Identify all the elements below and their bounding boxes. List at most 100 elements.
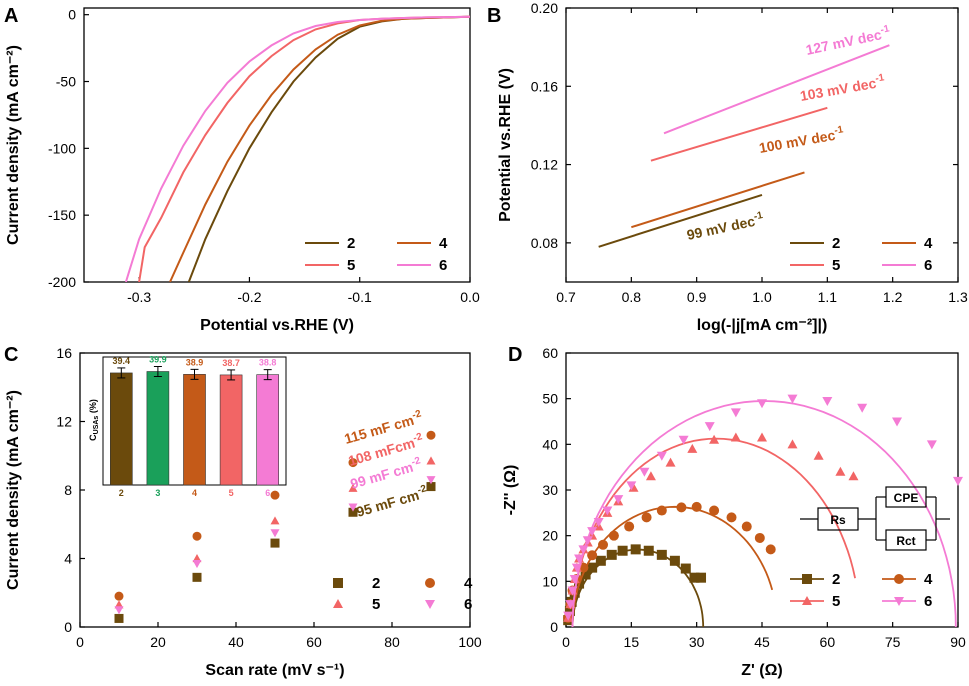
legend-label-2: 2: [832, 235, 840, 252]
data-point-2: [426, 482, 436, 492]
x-tick-label: 80: [384, 634, 400, 650]
data-point-6: [953, 476, 963, 486]
inset-category-label: 4: [192, 488, 197, 498]
data-point-2: [348, 507, 358, 517]
data-point-2: [689, 572, 700, 583]
y-tick-label: 0: [550, 619, 558, 635]
data-point-6: [569, 575, 580, 585]
x-tick-label: 1.0: [752, 289, 772, 305]
data-point-6: [822, 396, 833, 406]
y-tick-label: 4: [64, 551, 72, 567]
data-point-5: [665, 457, 676, 467]
data-point-2: [580, 569, 591, 580]
inset-y-label: CUSAs (%): [88, 399, 100, 441]
panel-C: 0 20 40 60 80 100 0 4 8 12 16 Scan rate (mV s⁻¹) Cur…: [4, 344, 482, 679]
data-point-5: [848, 471, 859, 481]
inset-bar-2: [110, 372, 133, 486]
x-tick-label: 30: [689, 634, 705, 650]
x-tick-label: 0.7: [556, 289, 576, 305]
rct-label: Rct: [896, 534, 915, 548]
legend-key-2: [333, 578, 343, 588]
data-point-6: [587, 527, 598, 537]
y-tick-label: 16: [56, 345, 72, 361]
legend: 2 4 5 6: [790, 235, 933, 274]
inset-category-label: 2: [119, 488, 124, 498]
inset-category-label: 6: [265, 488, 270, 498]
plot-frame: [83, 7, 471, 283]
data-point-6: [574, 554, 585, 564]
y-tick-label: 20: [542, 528, 558, 544]
x-tick-label: 1.1: [818, 289, 838, 305]
data-point-6: [757, 399, 767, 409]
y-tick-label: -100: [48, 140, 76, 156]
data-point-6: [578, 545, 589, 555]
x-tick-label: 0.8: [622, 289, 642, 305]
x-tick-label: 60: [820, 634, 836, 650]
data-point-6: [192, 560, 202, 569]
x-axis-label: Scan rate (mV s⁻¹): [205, 662, 344, 679]
inset-bar-3: [146, 371, 170, 486]
data-point-4: [709, 505, 720, 516]
panel-letter: A: [4, 5, 18, 27]
x-tick-label: 40: [228, 634, 244, 650]
plot-frame: [565, 352, 959, 628]
data-point-2: [643, 545, 654, 556]
data-point-2: [680, 563, 691, 574]
x-tick-label: 0.0: [460, 289, 480, 305]
data-point-4: [691, 501, 702, 512]
legend-label-5: 5: [832, 257, 840, 274]
legend-label-5: 5: [832, 593, 840, 610]
inset-bar-chart: 39.4 2 39.9 3 38.9 4 38.7 5 38.8 6 CUSAs (%): [88, 355, 287, 498]
legend-key-5: [333, 599, 343, 608]
legend-label-4: 4: [439, 235, 448, 252]
data-point-4: [754, 532, 765, 543]
panel-B: 0.7 0.8 0.9 1.0 1.1 1.2 1.3 0.08 0.12 0.16 0.20 log…: [487, 0, 968, 334]
data-point-5: [687, 443, 698, 453]
data-point-6: [563, 611, 574, 621]
data-point-6: [582, 536, 593, 546]
data-point-6: [567, 586, 578, 596]
data-point-4: [608, 530, 619, 541]
series-line-6: [124, 15, 470, 282]
legend-key-2: [802, 574, 812, 584]
data-point-5: [787, 439, 798, 449]
slope-annotation: 127 mV dec-1: [804, 23, 892, 58]
x-tick-label: -0.3: [127, 289, 151, 305]
inset-value-label: 38.8: [259, 358, 277, 368]
y-axis-label: Potential vs.RHE (V): [497, 68, 514, 222]
panel-A: -0.3 -0.2 -0.1 0.0 0 -50 -100 -150 -200 Potential…: [4, 5, 480, 334]
data-point-2: [696, 572, 707, 583]
legend-key-6: [425, 600, 435, 609]
legend-key-4: [425, 578, 435, 588]
legend-label-2: 2: [832, 571, 840, 588]
legend-label-4: 4: [924, 235, 933, 252]
y-tick-label: 0.20: [531, 0, 558, 16]
x-tick-label: 0: [562, 634, 570, 650]
data-point-2: [564, 606, 575, 617]
data-point-6: [565, 600, 576, 610]
x-tick-label: 0: [76, 634, 84, 650]
series-line-6: [663, 44, 890, 135]
data-point-6: [602, 506, 613, 516]
data-point-2: [617, 545, 628, 556]
y-tick-label: 0.08: [531, 235, 558, 251]
y-tick-label: 0.12: [531, 157, 558, 173]
x-tick-label: 60: [306, 634, 322, 650]
data-point-6: [704, 422, 715, 432]
data-point-6: [626, 481, 637, 491]
data-point-2: [669, 555, 680, 566]
data-point-2: [114, 613, 124, 623]
inset-bar-5: [219, 374, 243, 486]
fit-line-2: [571, 548, 705, 628]
data-point-5: [348, 483, 358, 492]
data-point-4: [348, 458, 358, 468]
inset-category-label: 5: [229, 488, 234, 498]
data-point-4: [598, 539, 609, 550]
inset-value-label: 38.9: [186, 357, 204, 367]
slope-annotation: 103 mV dec-1: [799, 72, 887, 104]
legend-key-6: [894, 597, 904, 606]
data-point-6: [678, 435, 689, 445]
data-point-4: [192, 531, 202, 541]
panel-letter: B: [487, 5, 501, 27]
data-point-2: [192, 572, 202, 582]
